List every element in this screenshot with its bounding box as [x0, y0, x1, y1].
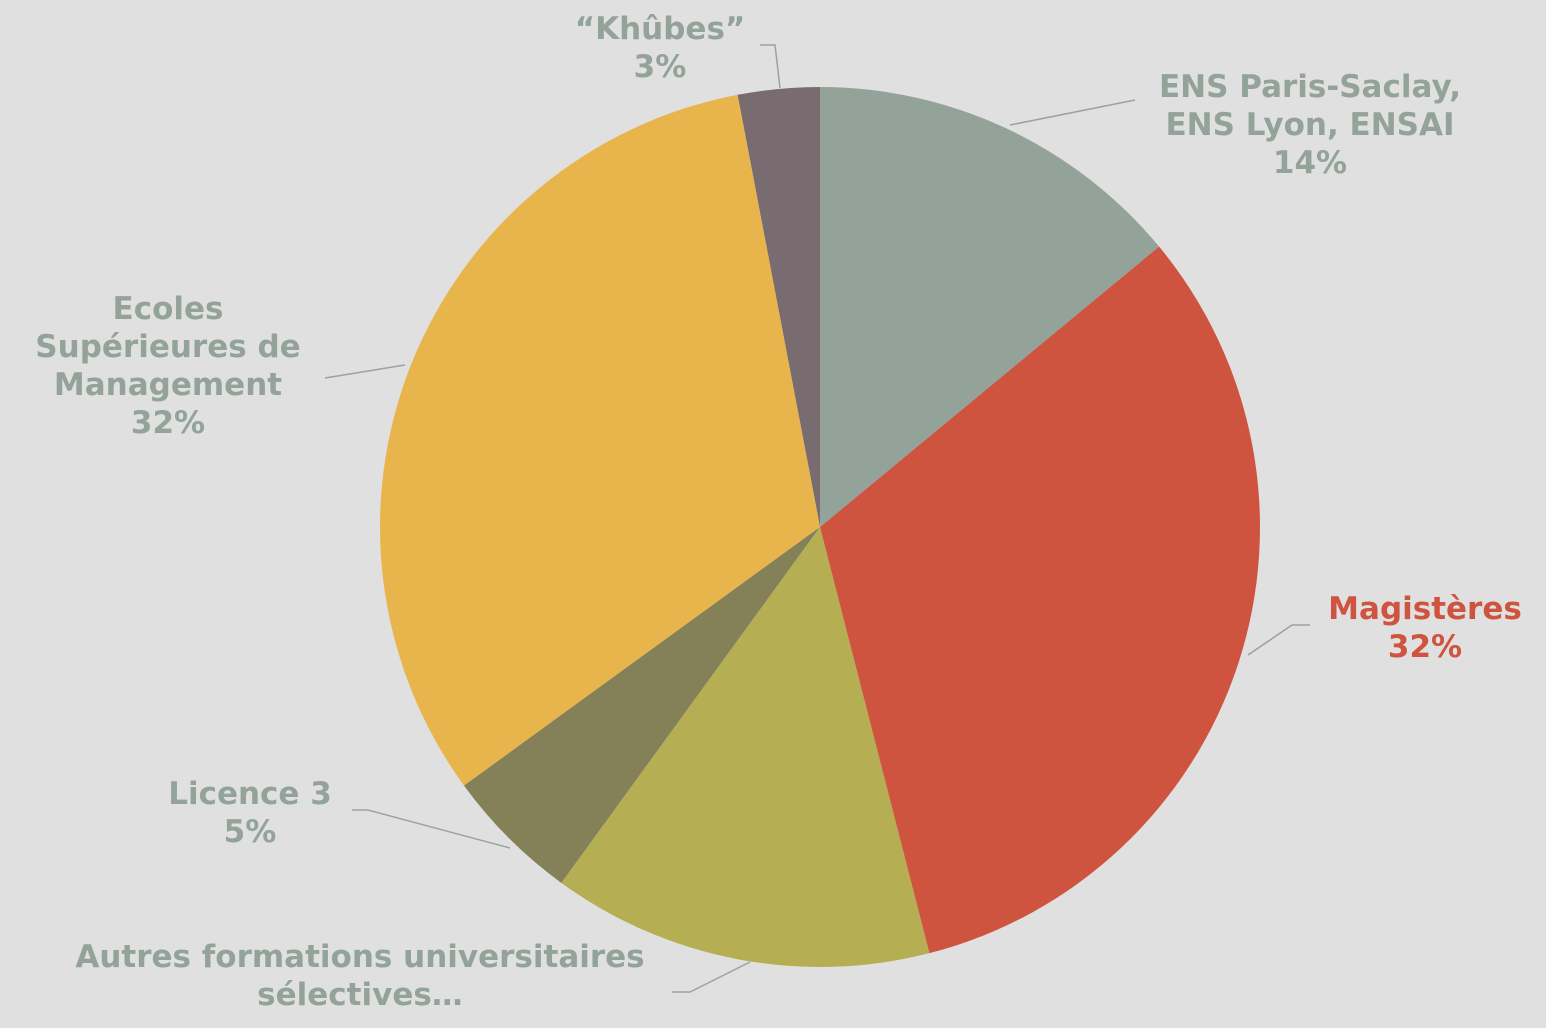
data-label: Licence 3 5%	[130, 775, 370, 851]
leader-line	[1009, 99, 1136, 126]
value-label: 32%	[130, 405, 206, 441]
leader-line	[672, 961, 751, 993]
leader-line	[760, 44, 781, 89]
leader-line	[352, 809, 511, 849]
value-label: 32%	[1387, 629, 1463, 665]
leader-line	[1247, 624, 1310, 656]
value-label: 3%	[633, 49, 687, 85]
category-label: Autres formations universitaires sélecti…	[75, 939, 645, 1013]
value-label: 5%	[223, 814, 277, 850]
pie-slice	[820, 246, 1260, 954]
data-label: Autres formations universitaires sélecti…	[15, 938, 705, 1014]
pie-slice	[820, 87, 1160, 527]
data-label: Magistères 32%	[1310, 590, 1540, 666]
category-label: Magistères	[1328, 591, 1522, 627]
data-label: ENS Paris-Saclay, ENS Lyon, ENSAI 14%	[1120, 68, 1500, 182]
leader-line	[324, 364, 406, 379]
value-label: 14%	[1272, 145, 1348, 181]
category-label: “Khûbes”	[574, 11, 746, 47]
category-label: Licence 3	[168, 776, 332, 812]
category-label: Ecoles Supérieures de Management	[35, 291, 301, 403]
data-label: Ecoles Supérieures de Management 32%	[3, 290, 333, 442]
pie-slice	[561, 527, 930, 967]
pie-slice	[380, 94, 820, 786]
pie-slice	[464, 527, 820, 883]
data-label: “Khûbes” 3%	[550, 10, 770, 86]
category-label: ENS Paris-Saclay, ENS Lyon, ENSAI	[1158, 69, 1462, 143]
pie-slice	[737, 87, 820, 527]
